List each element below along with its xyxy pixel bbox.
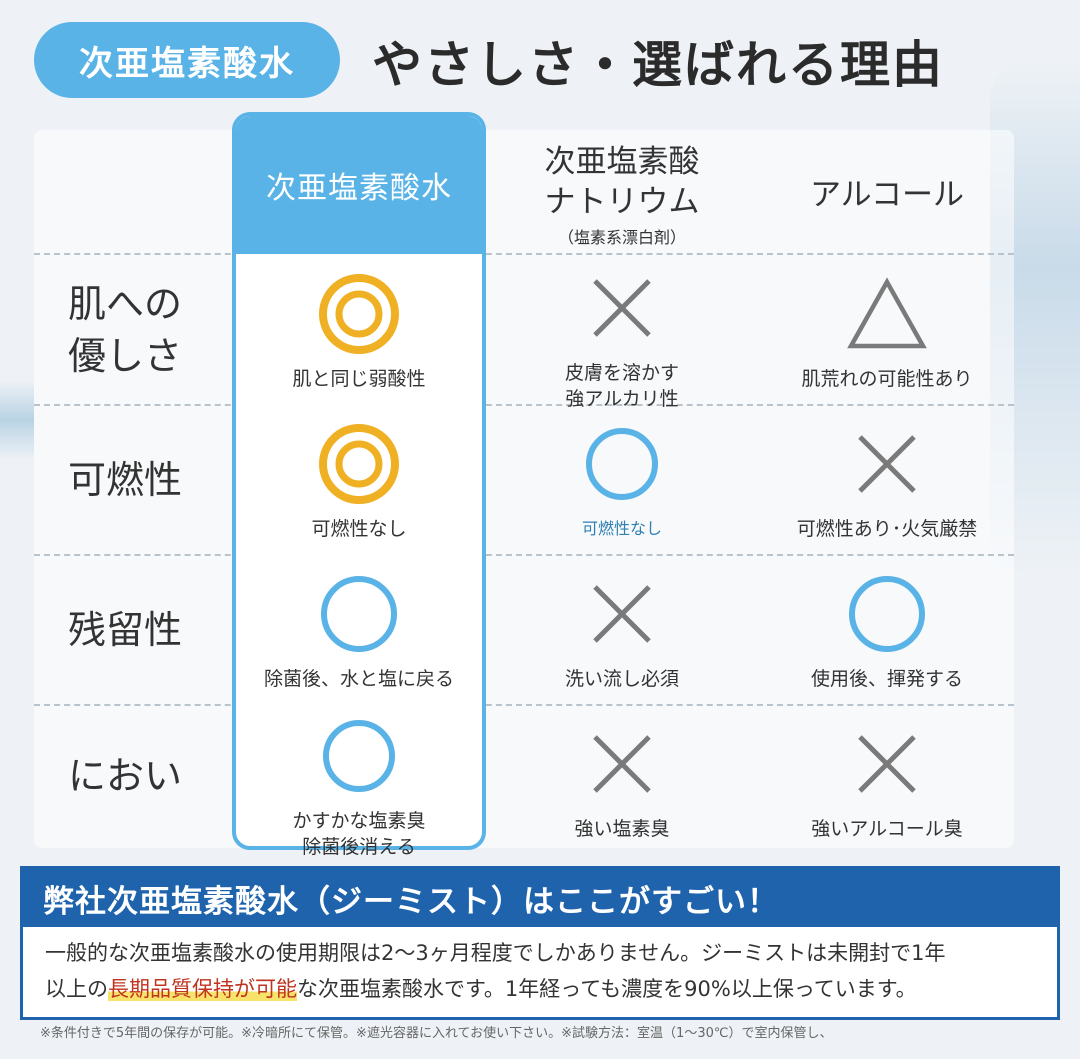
- cell-description-line: 皮膚を溶かす: [564, 362, 679, 384]
- double-circle-icon: [313, 418, 405, 510]
- feature-highlight: 長期品質保持が可能: [108, 977, 297, 1001]
- cell-description-line: 除菌後消える: [302, 836, 416, 858]
- row-label-line: 残留性: [68, 608, 183, 652]
- double-circle-icon: [313, 268, 405, 360]
- cross-icon: [576, 568, 668, 660]
- title-pill: 次亜塩素酸水: [34, 22, 340, 98]
- row-label-line: 可燃性: [68, 458, 183, 502]
- cell-description-line: かすかな塩素臭: [292, 810, 426, 832]
- footnote: ※条件付きで5年間の保存が可能。※冷暗所にて保管。※遮光容器に入れてお使い下さい…: [40, 1026, 833, 1041]
- cross-icon: [576, 262, 668, 354]
- cell-description: 除菌後、水と塩に戻る: [263, 668, 454, 690]
- row-label-residue: 残留性: [50, 556, 220, 704]
- cross-icon: [576, 718, 668, 810]
- column-header-sodium-hypochlorite: 次亜塩素酸 ナトリウム （塩素系漂白剤）: [497, 140, 747, 250]
- row-divider: [34, 253, 1014, 255]
- row-label-line: 肌への: [68, 282, 183, 326]
- row-label-line: 優しさ: [68, 334, 183, 378]
- cell-flammability-hypochlorous: 可燃性なし: [234, 418, 484, 542]
- cell-description: 洗い流し必須: [564, 668, 679, 690]
- row-divider: [34, 704, 1014, 706]
- cell-flammability-alcohol: 可燃性あり･火気厳禁: [762, 418, 1012, 542]
- water-splash-decoration-left: [0, 380, 34, 460]
- row-label-odor: におい: [50, 706, 220, 846]
- feature-heading: 弊社次亜塩素酸水（ジーミスト）はここがすごい！: [23, 869, 1057, 927]
- feature-body: 一般的な次亜塩素酸水の使用期限は2〜3ヶ月程度でしかありません。ジーミストは未開…: [23, 927, 1057, 1007]
- row-divider: [34, 554, 1014, 556]
- feature-text: な次亜塩素酸水です。1年経っても濃度を90%以上保っています。: [297, 977, 917, 1001]
- cell-odor-sodium: 強い塩素臭: [497, 718, 747, 842]
- cell-description: 強いアルコール臭: [811, 818, 963, 840]
- cell-description: 肌と同じ弱酸性: [292, 368, 426, 390]
- row-label-skin: 肌への 優しさ: [50, 256, 220, 404]
- cell-flammability-sodium: 可燃性なし: [497, 418, 747, 542]
- column-header-line: 次亜塩素酸: [544, 144, 700, 180]
- cell-skin-hypochlorous: 肌と同じ弱酸性: [234, 268, 484, 392]
- circle-icon: [313, 568, 405, 660]
- row-label-line: におい: [68, 754, 183, 798]
- cell-description: 肌荒れの可能性あり: [801, 368, 973, 390]
- circle-icon: [576, 418, 668, 510]
- circle-icon: [313, 710, 405, 802]
- cell-residue-sodium: 洗い流し必須: [497, 568, 747, 692]
- column-header-hypochlorous-water: 次亜塩素酸水: [236, 116, 482, 254]
- cell-description-line: 強アルカリ性: [565, 388, 679, 410]
- column-header-line: ナトリウム: [544, 184, 700, 220]
- page-title: やさしさ・選ばれる理由: [372, 36, 944, 94]
- column-header-line: アルコール: [809, 177, 965, 213]
- cell-description: 使用後、揮発する: [810, 668, 963, 690]
- column-header-alcohol: アルコール: [762, 140, 1012, 250]
- feature-box: 弊社次亜塩素酸水（ジーミスト）はここがすごい！ 一般的な次亜塩素酸水の使用期限は…: [20, 866, 1060, 1020]
- row-label-flammability: 可燃性: [50, 406, 220, 554]
- cell-residue-alcohol: 使用後、揮発する: [762, 568, 1012, 692]
- cell-description: かすかな塩素臭 除菌後消える: [292, 808, 425, 860]
- cell-odor-hypochlorous: かすかな塩素臭 除菌後消える: [234, 710, 484, 860]
- cell-description: 皮膚を溶かす 強アルカリ性: [565, 360, 679, 412]
- cell-description: 可燃性あり･火気厳禁: [796, 518, 978, 540]
- row-divider: [34, 404, 1014, 406]
- feature-line: 一般的な次亜塩素酸水の使用期限は2〜3ヶ月程度でしかありません。ジーミストは未開…: [45, 941, 946, 965]
- feature-text: 以上の: [45, 977, 108, 1001]
- cell-skin-sodium: 皮膚を溶かす 強アルカリ性: [497, 262, 747, 412]
- feature-line: 以上の長期品質保持が可能な次亜塩素酸水です。1年経っても濃度を90%以上保ってい…: [45, 971, 1043, 1007]
- triangle-icon: [841, 268, 933, 360]
- cell-residue-hypochlorous: 除菌後、水と塩に戻る: [234, 568, 484, 692]
- cross-icon: [841, 718, 933, 810]
- cell-skin-alcohol: 肌荒れの可能性あり: [762, 268, 1012, 392]
- cross-icon: [841, 418, 933, 510]
- cell-odor-alcohol: 強いアルコール臭: [762, 718, 1012, 842]
- cell-description: 強い塩素臭: [574, 818, 670, 840]
- circle-icon: [841, 568, 933, 660]
- cell-description: 可燃性なし: [311, 518, 407, 540]
- column-header-sub: （塩素系漂白剤）: [557, 228, 686, 247]
- cell-description: 可燃性なし: [581, 519, 662, 538]
- comparison-table-background: [34, 130, 1014, 848]
